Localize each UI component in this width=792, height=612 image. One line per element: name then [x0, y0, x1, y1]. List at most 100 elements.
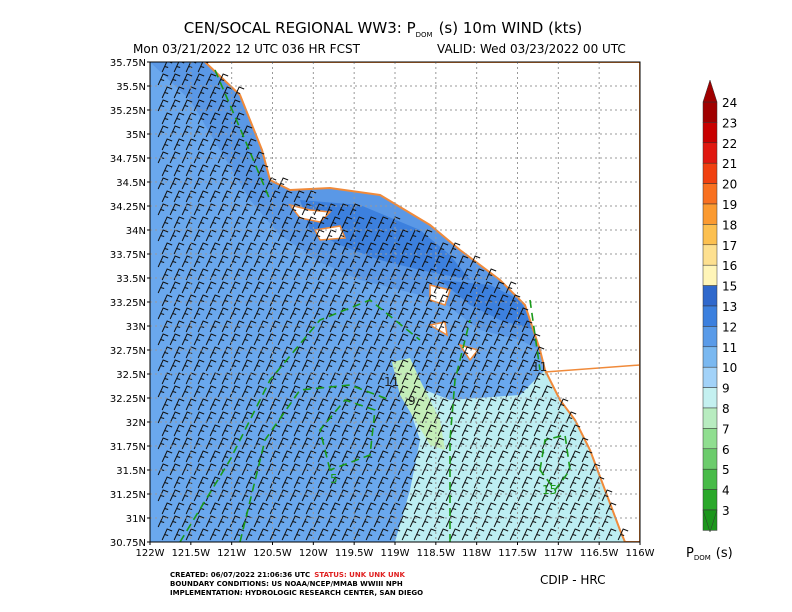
wind-barb — [229, 333, 241, 346]
wind-barb — [413, 424, 425, 437]
wind-barb — [197, 294, 209, 307]
wind-barb — [457, 255, 469, 268]
wind-barb — [481, 359, 493, 372]
wind-barb — [305, 294, 317, 307]
lat-label: 34.5N — [116, 178, 146, 189]
wind-barb — [421, 307, 433, 320]
colorbar-tick-label: 20 — [722, 178, 737, 192]
wind-barb — [401, 398, 413, 411]
wind-barb — [161, 294, 173, 307]
wind-barb — [181, 489, 193, 502]
wind-barb — [265, 489, 277, 502]
wind-barb — [293, 528, 305, 541]
wind-barb — [397, 385, 409, 398]
wind-barb — [521, 424, 533, 437]
wind-barb — [409, 359, 421, 372]
wind-barb — [517, 489, 529, 502]
wind-barb — [337, 411, 349, 424]
wind-barb — [425, 528, 437, 541]
wind-barb — [461, 450, 473, 463]
wind-barb — [281, 294, 293, 307]
wind-barb — [361, 359, 373, 372]
wind-barb — [433, 411, 445, 424]
wind-barb — [293, 190, 305, 203]
lat-label: 31.5N — [116, 466, 146, 477]
wind-barb — [313, 203, 325, 216]
wind-barb — [325, 281, 337, 294]
wind-barb — [265, 437, 277, 450]
wind-barb — [365, 424, 377, 437]
colorbar-tick-label: 4 — [722, 484, 730, 498]
colorbar-tick-label: 17 — [722, 239, 737, 253]
wind-barb — [157, 281, 169, 294]
wind-barb — [157, 99, 169, 112]
wind-barb — [457, 385, 469, 398]
wind-barb — [329, 502, 341, 515]
wind-barb — [221, 528, 233, 541]
colorbar-segment — [702, 203, 718, 225]
wind-barb — [161, 86, 173, 99]
wind-barb — [425, 268, 437, 281]
colorbar-segment — [702, 101, 718, 123]
wind-barb — [341, 502, 353, 515]
wind-barb — [533, 528, 545, 541]
wind-barb — [353, 268, 365, 281]
wind-barb — [437, 476, 449, 489]
wind-barb — [397, 229, 409, 242]
wind-barb — [301, 333, 313, 346]
wind-barb — [317, 398, 329, 411]
wind-barb — [197, 216, 209, 229]
wind-barb — [157, 515, 169, 528]
wind-barb — [509, 372, 521, 385]
wind-barb — [221, 450, 233, 463]
wind-barb — [329, 216, 341, 229]
wind-barb — [325, 437, 337, 450]
wind-barb — [353, 450, 365, 463]
wind-barb — [401, 294, 413, 307]
wind-barb — [169, 73, 181, 86]
wind-barb — [317, 528, 329, 541]
wind-barb — [157, 307, 169, 320]
wind-barb — [541, 437, 553, 450]
lat-label: 33.75N — [110, 250, 146, 261]
wind-barb — [245, 294, 257, 307]
wind-barb — [617, 528, 629, 541]
wind-barb — [349, 489, 361, 502]
wind-barb — [317, 476, 329, 489]
wind-barb — [449, 450, 461, 463]
wind-barb — [193, 437, 205, 450]
wind-barb — [269, 346, 281, 359]
wind-barb — [541, 489, 553, 502]
wind-barb — [473, 424, 485, 437]
wind-barb — [317, 320, 329, 333]
wind-barb — [253, 281, 265, 294]
wind-barb — [221, 502, 233, 515]
wind-barb — [341, 216, 353, 229]
wind-barb — [505, 359, 517, 372]
wind-barb — [257, 216, 269, 229]
wind-barb — [205, 359, 217, 372]
wind-barb — [245, 320, 257, 333]
wind-barb — [401, 242, 413, 255]
colorbar-segment — [702, 183, 718, 205]
wind-barb — [185, 424, 197, 437]
wind-barb — [529, 515, 541, 528]
wind-barb — [329, 346, 341, 359]
wind-barb — [425, 502, 437, 515]
wind-barb — [505, 333, 517, 346]
wind-barb — [329, 476, 341, 489]
lat-label: 33.25N — [110, 298, 146, 309]
wind-barb — [337, 229, 349, 242]
wind-barb — [253, 229, 265, 242]
wind-barb — [433, 463, 445, 476]
wind-barb — [413, 346, 425, 359]
wind-barb — [217, 359, 229, 372]
wind-barb — [577, 489, 589, 502]
wind-barb — [205, 385, 217, 398]
wind-barb — [193, 515, 205, 528]
colorbar-tick-label: 21 — [722, 157, 737, 171]
wind-barb — [257, 398, 269, 411]
wind-barb — [397, 333, 409, 346]
border — [544, 364, 640, 373]
lat-label: 34.25N — [110, 202, 146, 213]
